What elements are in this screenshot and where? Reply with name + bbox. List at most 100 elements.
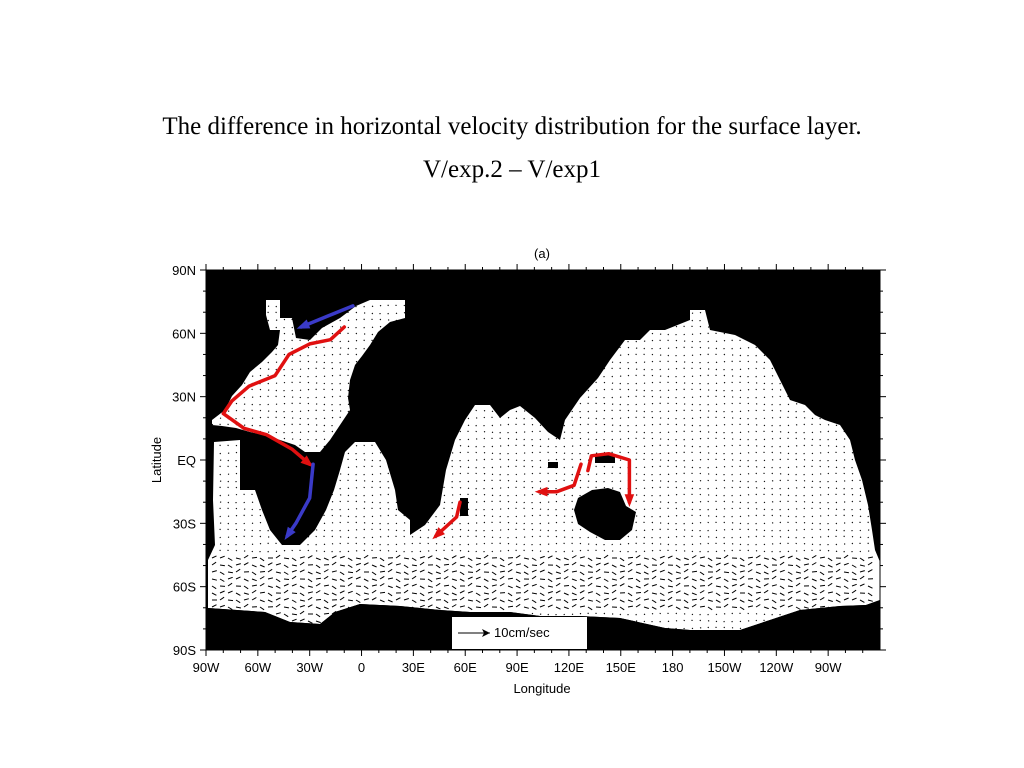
velocity-vector — [811, 554, 817, 559]
velocity-vector — [723, 521, 726, 524]
velocity-vector — [691, 396, 694, 399]
velocity-vector — [827, 514, 830, 517]
velocity-vector — [643, 529, 646, 532]
velocity-vector — [227, 599, 234, 602]
velocity-vector — [723, 542, 726, 545]
velocity-vector — [555, 472, 558, 475]
velocity-vector — [747, 360, 750, 363]
velocity-vector — [715, 562, 721, 566]
velocity-vector — [779, 604, 785, 608]
velocity-vector — [371, 326, 374, 329]
velocity-vector — [675, 606, 681, 610]
land-indonesia — [595, 455, 615, 463]
velocity-vector — [651, 599, 657, 604]
velocity-vector — [691, 555, 697, 559]
velocity-vector — [259, 521, 262, 524]
velocity-vector — [851, 597, 857, 601]
velocity-vector — [515, 431, 518, 434]
velocity-vector — [307, 388, 310, 391]
velocity-vector — [643, 583, 649, 587]
velocity-vector — [715, 550, 718, 553]
velocity-vector — [579, 596, 585, 601]
x-tick-label: 120W — [759, 660, 794, 675]
x-tick-label: 90W — [815, 660, 842, 675]
velocity-vector — [675, 430, 678, 433]
velocity-vector — [755, 472, 758, 475]
velocity-vector — [651, 569, 657, 573]
x-tick-label: 180 — [662, 660, 684, 675]
velocity-vector — [267, 585, 273, 588]
velocity-vector — [579, 416, 582, 419]
velocity-vector — [675, 451, 678, 454]
velocity-vector — [491, 508, 494, 511]
velocity-vector — [571, 598, 578, 601]
velocity-vector — [251, 584, 257, 587]
velocity-vector — [235, 472, 238, 475]
velocity-vector — [803, 528, 806, 531]
velocity-vector — [283, 571, 289, 575]
velocity-vector — [763, 606, 769, 610]
velocity-vector — [691, 466, 694, 469]
velocity-vector — [235, 444, 238, 447]
velocity-vector — [515, 571, 521, 574]
velocity-vector — [283, 318, 286, 321]
velocity-vector — [227, 606, 233, 611]
velocity-vector — [403, 311, 406, 314]
velocity-vector — [227, 501, 230, 504]
velocity-vector — [387, 493, 390, 496]
velocity-vector — [291, 569, 297, 573]
velocity-vector — [539, 424, 542, 427]
velocity-vector — [811, 438, 814, 441]
velocity-vector — [355, 568, 361, 573]
velocity-vector — [307, 578, 313, 583]
velocity-vector — [643, 452, 646, 455]
velocity-vector — [331, 332, 334, 335]
velocity-vector — [731, 589, 737, 594]
velocity-vector — [507, 521, 510, 524]
velocity-vector — [283, 402, 286, 405]
velocity-vector — [227, 459, 230, 462]
velocity-vector — [547, 578, 553, 583]
velocity-vector — [811, 459, 814, 462]
velocity-vector — [467, 445, 470, 448]
velocity-vector — [555, 606, 561, 610]
velocity-vector — [507, 437, 510, 440]
velocity-vector — [787, 590, 793, 594]
velocity-vector — [483, 479, 486, 482]
velocity-vector — [651, 465, 654, 468]
velocity-vector — [739, 410, 742, 413]
velocity-vector — [347, 508, 350, 511]
velocity-vector — [323, 584, 329, 587]
velocity-vector — [691, 354, 694, 357]
velocity-vector — [763, 529, 766, 532]
velocity-vector — [483, 592, 489, 595]
velocity-vector — [675, 612, 678, 615]
velocity-vector — [355, 353, 358, 356]
velocity-vector — [787, 578, 793, 583]
velocity-vector — [219, 571, 225, 576]
velocity-vector — [299, 431, 302, 434]
velocity-vector — [651, 557, 657, 561]
velocity-vector — [651, 339, 654, 342]
velocity-vector — [739, 389, 742, 392]
velocity-vector — [387, 562, 393, 566]
velocity-vector — [739, 375, 742, 378]
velocity-vector — [555, 564, 561, 569]
velocity-vector — [371, 597, 377, 601]
velocity-vector — [651, 332, 654, 335]
velocity-vector — [331, 500, 334, 503]
velocity-vector — [267, 577, 274, 580]
velocity-vector — [795, 564, 801, 569]
velocity-vector — [699, 535, 702, 538]
velocity-vector — [299, 618, 305, 622]
velocity-vector — [251, 578, 257, 582]
velocity-vector — [523, 564, 529, 569]
velocity-vector — [291, 575, 297, 580]
velocity-vector — [275, 550, 278, 553]
velocity-vector — [491, 494, 494, 497]
velocity-vector — [667, 459, 670, 462]
velocity-vector — [827, 549, 830, 552]
velocity-vector — [235, 549, 238, 552]
velocity-vector — [643, 347, 646, 350]
velocity-vector — [531, 557, 537, 561]
